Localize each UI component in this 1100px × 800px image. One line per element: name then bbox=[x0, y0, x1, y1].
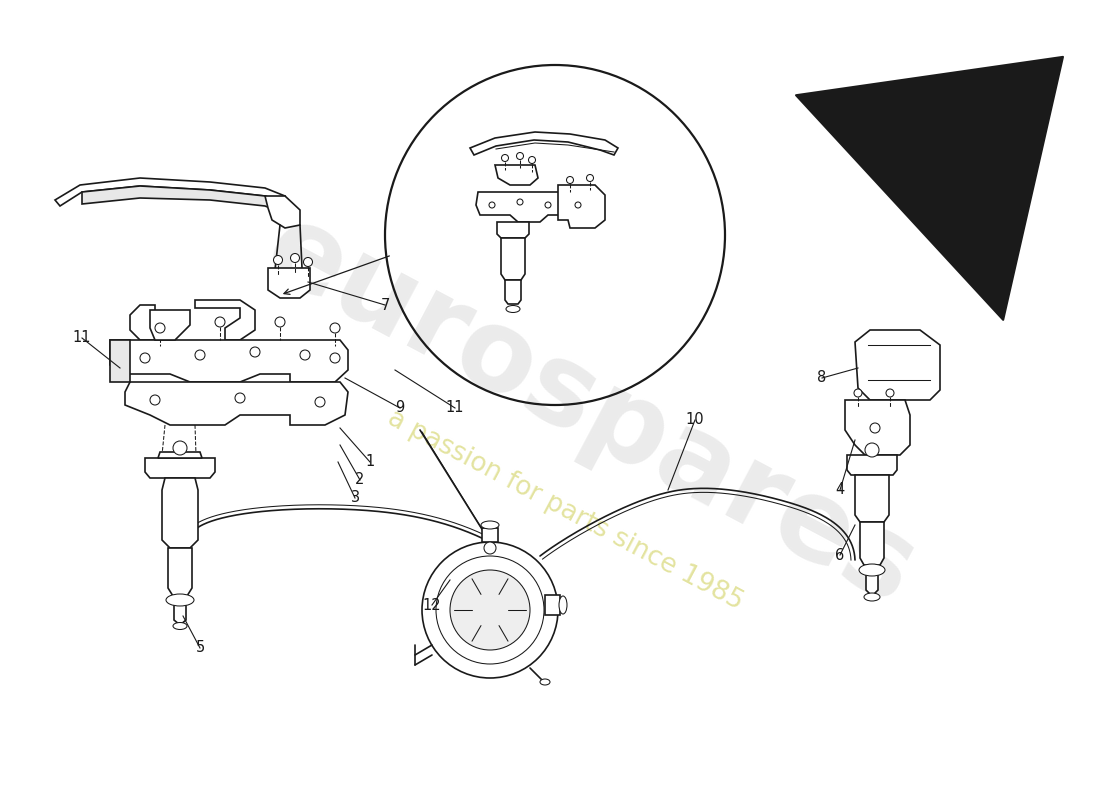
Polygon shape bbox=[482, 528, 498, 542]
Circle shape bbox=[865, 443, 879, 457]
Circle shape bbox=[214, 317, 225, 327]
Circle shape bbox=[502, 154, 508, 162]
Circle shape bbox=[250, 347, 260, 357]
Polygon shape bbox=[195, 300, 255, 340]
Text: 11: 11 bbox=[73, 330, 91, 346]
Text: 4: 4 bbox=[835, 482, 845, 498]
Circle shape bbox=[517, 153, 524, 159]
Polygon shape bbox=[544, 595, 560, 615]
Polygon shape bbox=[145, 458, 214, 478]
Circle shape bbox=[304, 258, 312, 266]
Ellipse shape bbox=[864, 593, 880, 601]
Polygon shape bbox=[855, 475, 889, 522]
Polygon shape bbox=[125, 382, 348, 425]
Text: 6: 6 bbox=[835, 547, 845, 562]
Ellipse shape bbox=[859, 564, 886, 576]
Circle shape bbox=[315, 397, 324, 407]
Circle shape bbox=[528, 157, 536, 163]
Polygon shape bbox=[130, 305, 165, 340]
Circle shape bbox=[422, 542, 558, 678]
Polygon shape bbox=[168, 548, 192, 596]
Polygon shape bbox=[860, 522, 884, 565]
Circle shape bbox=[274, 255, 283, 265]
Polygon shape bbox=[847, 455, 896, 475]
Text: 3: 3 bbox=[351, 490, 360, 506]
Text: 10: 10 bbox=[685, 413, 704, 427]
Polygon shape bbox=[845, 400, 910, 455]
Polygon shape bbox=[162, 478, 198, 548]
Circle shape bbox=[586, 174, 594, 182]
Polygon shape bbox=[500, 238, 525, 280]
Ellipse shape bbox=[481, 521, 499, 529]
Circle shape bbox=[290, 254, 299, 262]
Circle shape bbox=[886, 389, 894, 397]
Circle shape bbox=[484, 542, 496, 554]
Circle shape bbox=[870, 423, 880, 433]
Polygon shape bbox=[82, 186, 282, 210]
Circle shape bbox=[450, 570, 530, 650]
Circle shape bbox=[173, 441, 187, 455]
Circle shape bbox=[544, 202, 551, 208]
Polygon shape bbox=[497, 222, 529, 238]
Ellipse shape bbox=[506, 306, 520, 313]
Text: 8: 8 bbox=[817, 370, 826, 386]
Polygon shape bbox=[855, 330, 940, 400]
Circle shape bbox=[575, 202, 581, 208]
Circle shape bbox=[517, 199, 522, 205]
Ellipse shape bbox=[173, 622, 187, 630]
Text: 12: 12 bbox=[422, 598, 441, 613]
Ellipse shape bbox=[559, 596, 566, 614]
Text: 2: 2 bbox=[355, 473, 365, 487]
Text: 1: 1 bbox=[365, 454, 375, 470]
Circle shape bbox=[140, 353, 150, 363]
Polygon shape bbox=[174, 604, 186, 625]
Circle shape bbox=[566, 177, 573, 183]
Text: 5: 5 bbox=[196, 641, 205, 655]
Polygon shape bbox=[265, 196, 300, 228]
Polygon shape bbox=[558, 185, 605, 228]
Polygon shape bbox=[866, 574, 878, 596]
Circle shape bbox=[300, 350, 310, 360]
Polygon shape bbox=[158, 452, 202, 458]
Ellipse shape bbox=[540, 679, 550, 685]
Circle shape bbox=[195, 350, 205, 360]
Text: a passion for parts since 1985: a passion for parts since 1985 bbox=[383, 405, 747, 615]
Polygon shape bbox=[150, 310, 190, 340]
Text: eurospares: eurospares bbox=[246, 192, 934, 628]
Circle shape bbox=[235, 393, 245, 403]
Polygon shape bbox=[505, 280, 521, 304]
Polygon shape bbox=[110, 340, 348, 382]
Circle shape bbox=[330, 323, 340, 333]
Circle shape bbox=[155, 323, 165, 333]
Polygon shape bbox=[110, 340, 130, 382]
Circle shape bbox=[330, 353, 340, 363]
Text: 7: 7 bbox=[381, 298, 389, 313]
Polygon shape bbox=[268, 268, 310, 298]
Circle shape bbox=[436, 556, 544, 664]
Polygon shape bbox=[470, 132, 618, 155]
Polygon shape bbox=[476, 192, 602, 222]
Circle shape bbox=[275, 317, 285, 327]
Circle shape bbox=[854, 389, 862, 397]
Ellipse shape bbox=[166, 594, 194, 606]
Text: 11: 11 bbox=[446, 401, 464, 415]
Polygon shape bbox=[495, 165, 538, 185]
Polygon shape bbox=[55, 178, 285, 206]
Text: 9: 9 bbox=[395, 401, 405, 415]
Circle shape bbox=[490, 202, 495, 208]
Circle shape bbox=[150, 395, 160, 405]
